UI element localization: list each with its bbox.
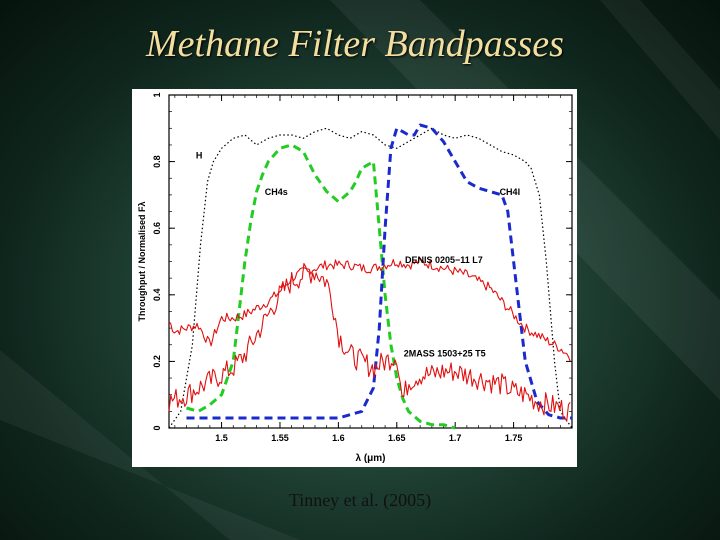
- series-line-ch4s: [186, 143, 456, 430]
- y-tick-label: 0: [152, 425, 162, 430]
- series-line-h: [168, 127, 573, 429]
- annotation-label: H: [196, 150, 203, 160]
- x-tick-label: 1.7: [449, 433, 462, 443]
- slide-title: Methane Filter Bandpasses: [146, 23, 564, 65]
- x-tick-label: 1.75: [505, 433, 523, 443]
- chart-svg: 1.5 1.55 1.6 1.65 1.7 1.75 0 0.2 0.4 0.6 0.8 1 λ (μm…: [137, 92, 573, 464]
- series-line-2mass-1503-25-t5: [168, 262, 571, 422]
- x-tick-label: 1.6: [332, 433, 345, 443]
- chart-figure: 1.5 1.55 1.6 1.65 1.7 1.75 0 0.2 0.4 0.6 0.8 1 λ (μm…: [132, 89, 577, 467]
- citation-caption: Tinney et al. (2005): [288, 490, 432, 510]
- annotation-label: CH4s: [265, 187, 288, 197]
- y-tick-label: 1: [152, 92, 162, 97]
- plot-frame: [168, 94, 573, 429]
- y-axis-label: Throughput / Normalised Fλ: [137, 201, 147, 321]
- annotation-label: DENIS 0205−11 L7: [405, 255, 483, 265]
- y-tick-label: 0.2: [152, 355, 162, 368]
- y-tick-label: 0.4: [152, 289, 162, 302]
- annotation-label: CH4l: [500, 187, 521, 197]
- x-axis-label: λ (μm): [355, 453, 385, 464]
- annotation-label: 2MASS 1503+25 T5: [404, 348, 486, 358]
- series-line-ch4l: [186, 123, 572, 420]
- x-tick-label: 1.65: [388, 433, 406, 443]
- series-line-denis-0205-11-l7: [168, 256, 571, 362]
- y-tick-label: 0.6: [152, 222, 162, 235]
- x-tick-label: 1.5: [215, 433, 228, 443]
- x-tick-label: 1.55: [271, 433, 289, 443]
- y-tick-label: 0.8: [152, 155, 162, 168]
